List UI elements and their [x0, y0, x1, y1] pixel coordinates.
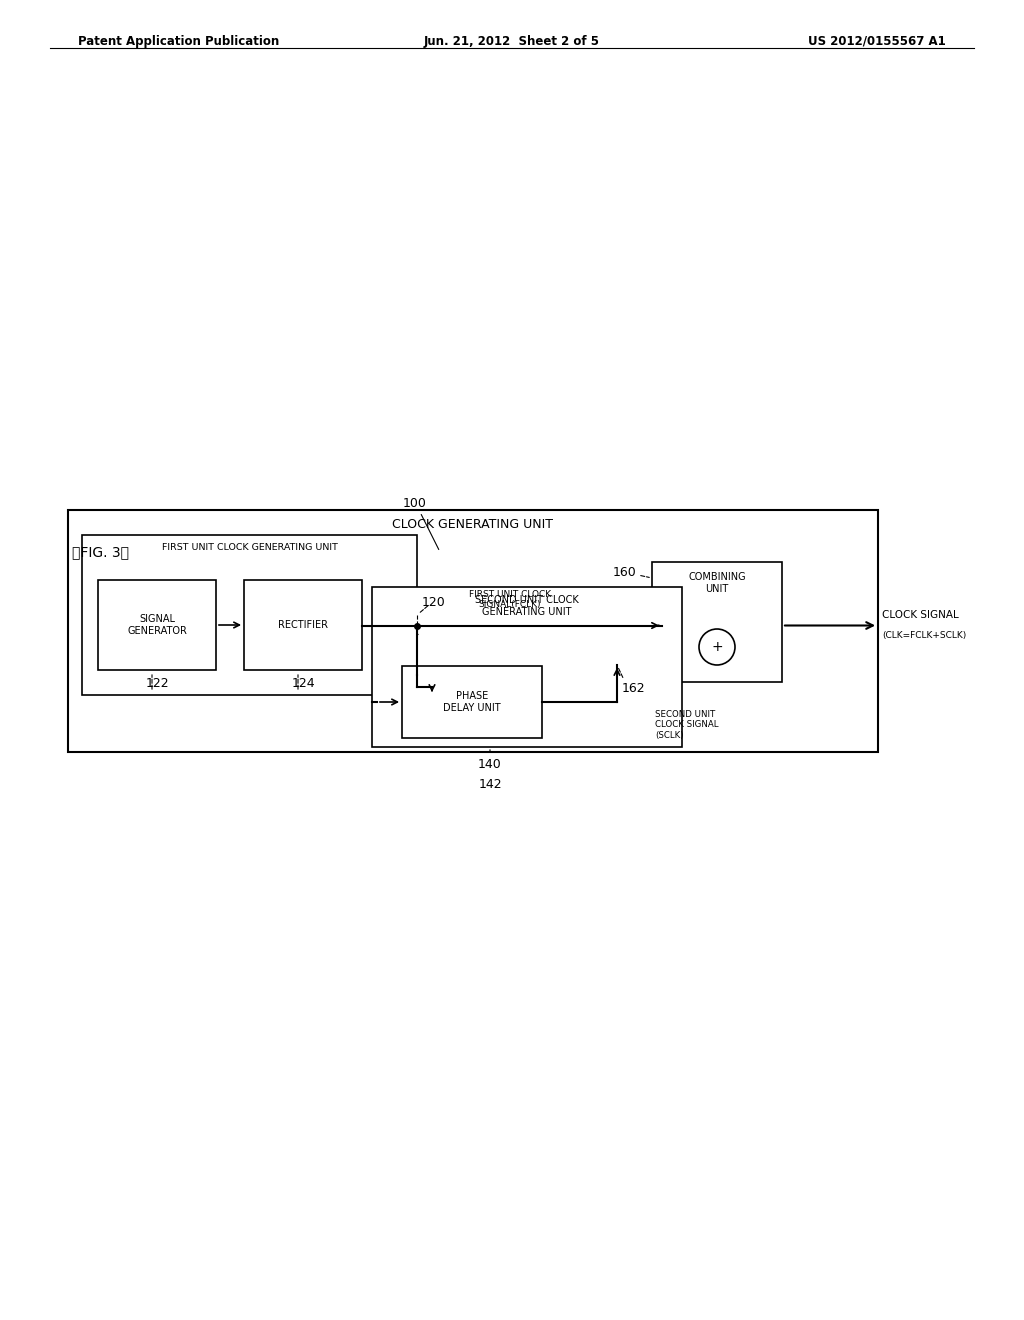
FancyBboxPatch shape	[98, 579, 216, 671]
FancyBboxPatch shape	[82, 535, 417, 696]
Text: FIRST UNIT CLOCK
SIGNAL(FCLK): FIRST UNIT CLOCK SIGNAL(FCLK)	[469, 590, 551, 610]
FancyBboxPatch shape	[652, 562, 782, 682]
Text: SECOND UNIT
CLOCK SIGNAL
(SCLK): SECOND UNIT CLOCK SIGNAL (SCLK)	[655, 710, 719, 739]
Text: SECOND UNIT CLOCK
GENERATING UNIT: SECOND UNIT CLOCK GENERATING UNIT	[475, 595, 579, 616]
FancyBboxPatch shape	[244, 579, 362, 671]
Text: 124: 124	[291, 677, 314, 690]
Text: CLOCK GENERATING UNIT: CLOCK GENERATING UNIT	[392, 517, 554, 531]
Text: 120: 120	[422, 595, 445, 609]
FancyBboxPatch shape	[402, 667, 542, 738]
Text: 『FIG. 3』: 『FIG. 3』	[72, 545, 129, 558]
Text: Jun. 21, 2012  Sheet 2 of 5: Jun. 21, 2012 Sheet 2 of 5	[424, 36, 600, 48]
Text: FIRST UNIT CLOCK GENERATING UNIT: FIRST UNIT CLOCK GENERATING UNIT	[162, 543, 338, 552]
Text: 100: 100	[403, 498, 427, 510]
Text: 162: 162	[622, 682, 645, 696]
Text: Patent Application Publication: Patent Application Publication	[78, 36, 280, 48]
Text: (CLK=FCLK+SCLK): (CLK=FCLK+SCLK)	[882, 631, 967, 640]
FancyBboxPatch shape	[372, 587, 682, 747]
Text: SIGNAL
GENERATOR: SIGNAL GENERATOR	[127, 614, 187, 636]
Text: COMBINING
UNIT: COMBINING UNIT	[688, 572, 745, 594]
Text: 160: 160	[612, 565, 636, 578]
Text: RECTIFIER: RECTIFIER	[278, 620, 328, 630]
Text: PHASE
DELAY UNIT: PHASE DELAY UNIT	[443, 690, 501, 713]
Text: 140: 140	[478, 758, 502, 771]
Text: US 2012/0155567 A1: US 2012/0155567 A1	[808, 36, 946, 48]
FancyBboxPatch shape	[68, 510, 878, 752]
Text: CLOCK SIGNAL: CLOCK SIGNAL	[882, 610, 958, 620]
Text: 122: 122	[145, 677, 169, 690]
Text: +: +	[712, 640, 723, 653]
Text: 142: 142	[478, 777, 502, 791]
